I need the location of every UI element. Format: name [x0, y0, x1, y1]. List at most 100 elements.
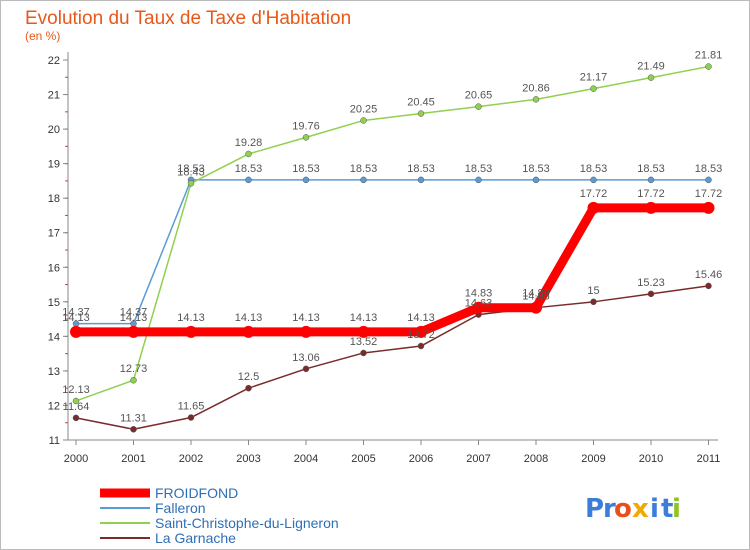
logo-letter: i — [650, 494, 659, 524]
data-point — [72, 414, 80, 422]
data-label: 15 — [587, 285, 599, 297]
series-line — [75, 179, 710, 325]
data-label: 18.53 — [235, 163, 263, 175]
data-point — [300, 325, 312, 338]
data-label: 18.53 — [292, 163, 320, 175]
data-point — [360, 176, 367, 184]
data-label: 13.06 — [292, 352, 320, 364]
y-tick-label: 14 — [48, 331, 60, 343]
x-tick-label: 2008 — [524, 453, 548, 465]
data-label: 14.13 — [62, 312, 90, 324]
data-label: 14.13 — [120, 312, 148, 324]
data-point — [472, 301, 485, 314]
data-point — [127, 325, 140, 338]
data-labels-layer: 14.37 14.37 18.53 18.53 18.53 18.53 18.53 18.53… — [62, 50, 722, 425]
legend-label: FROIDFOND — [155, 485, 238, 501]
data-point — [705, 63, 712, 70]
logo-letter: x — [632, 494, 649, 524]
series-line — [71, 203, 713, 337]
data-point — [360, 349, 367, 357]
data-label: 14.83 — [465, 288, 493, 300]
data-point — [302, 365, 310, 373]
legend: FROIDFONDFalleronSaint-Christophe-du-Lig… — [100, 485, 339, 546]
data-label: 18.53 — [407, 163, 435, 175]
x-tick-label: 2006 — [409, 453, 433, 465]
data-label: 21.81 — [695, 50, 723, 62]
x-tick-label: 2002 — [179, 453, 203, 465]
data-label: 11.65 — [178, 401, 205, 413]
y-tick-label: 20 — [48, 124, 60, 136]
data-point — [475, 176, 482, 184]
proxiti-logo: Pro x i ti — [585, 494, 681, 524]
data-label: 11.64 — [63, 401, 90, 413]
data-point — [475, 103, 482, 110]
y-tick-label: 22 — [48, 55, 60, 67]
legend-label: Falleron — [155, 500, 206, 516]
data-label: 11.31 — [120, 412, 147, 424]
data-label: 14.13 — [177, 312, 205, 324]
data-label: 14.37 — [120, 307, 148, 319]
data-label: 18.53 — [177, 163, 205, 175]
data-point — [357, 325, 370, 338]
legend-label: La Garnache — [155, 530, 236, 546]
data-point — [647, 74, 655, 81]
data-label: 18.53 — [350, 163, 378, 175]
data-point — [532, 96, 540, 103]
data-label: 21.49 — [637, 61, 665, 73]
data-point — [415, 325, 427, 338]
y-tick-label: 17 — [48, 228, 60, 240]
data-point — [702, 201, 715, 214]
data-point — [417, 176, 425, 184]
data-point — [530, 301, 542, 314]
data-point — [590, 176, 597, 184]
y-tick-label: 19 — [48, 159, 60, 171]
x-tick-label: 2004 — [294, 453, 318, 465]
data-point — [187, 180, 195, 187]
data-label: 18.43 — [177, 166, 205, 178]
data-label: 20.25 — [350, 103, 378, 115]
x-tick-label: 2010 — [639, 453, 663, 465]
logo-letter: r — [603, 494, 616, 524]
data-point — [70, 325, 82, 338]
data-point — [130, 426, 137, 433]
data-point — [647, 176, 655, 184]
x-tick-label: 2001 — [121, 453, 145, 465]
series-line — [75, 285, 710, 431]
x-tick-label: 2009 — [581, 453, 605, 465]
x-tick-label: 2000 — [64, 453, 88, 465]
data-label: 20.65 — [465, 90, 493, 102]
y-tick-label: 11 — [49, 435, 60, 447]
x-tick-label: 2007 — [466, 453, 490, 465]
data-label: 18.53 — [695, 163, 723, 175]
data-label: 14.13 — [350, 312, 378, 324]
chart-title: Evolution du Taux de Taxe d'Habitation — [25, 8, 351, 29]
data-label: 18.53 — [637, 163, 665, 175]
data-point — [245, 384, 252, 392]
data-label: 21.17 — [580, 72, 608, 84]
data-label: 12.73 — [120, 363, 148, 375]
data-point — [187, 414, 195, 421]
x-tick-label: 2011 — [697, 453, 721, 465]
data-label: 14.13 — [407, 312, 435, 324]
data-point — [72, 397, 80, 405]
y-tick-label: 12 — [48, 400, 60, 412]
y-tick-label: 13 — [48, 366, 60, 378]
data-point — [245, 176, 252, 184]
data-label: 14.13 — [292, 312, 320, 324]
data-label: 12.13 — [62, 384, 90, 396]
data-label: 18.53 — [465, 163, 493, 175]
data-point — [417, 342, 425, 350]
data-label: 14.63 — [465, 298, 493, 310]
legend-label: Saint-Christophe-du-Ligneron — [155, 515, 339, 531]
data-label: 17.72 — [695, 188, 723, 200]
data-point — [645, 201, 657, 214]
data-point — [532, 176, 540, 184]
data-label: 20.45 — [407, 97, 435, 109]
x-tick-label: 2005 — [351, 453, 375, 465]
series-layer — [70, 63, 715, 433]
logo-letter: o — [614, 494, 632, 524]
data-point — [705, 176, 712, 184]
